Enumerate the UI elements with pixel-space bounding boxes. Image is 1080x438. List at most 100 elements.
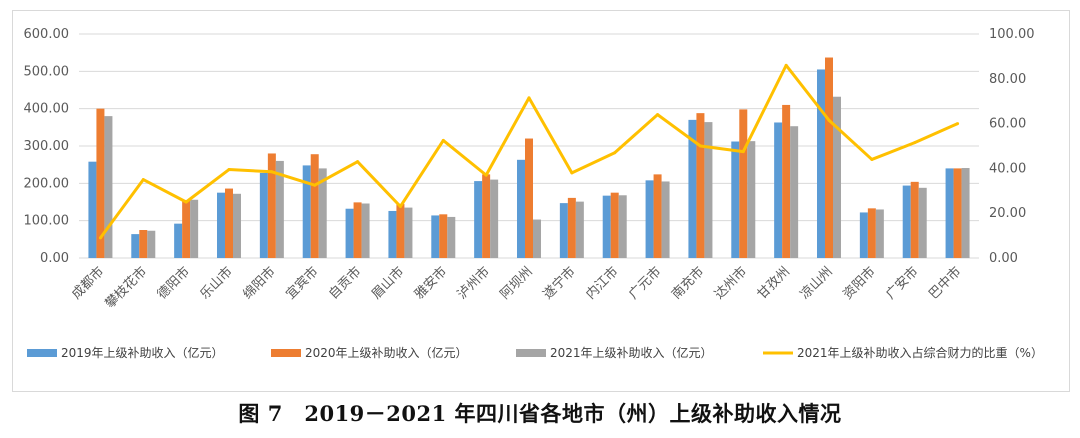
bar-2021 xyxy=(918,187,927,258)
bar-2019 xyxy=(431,215,440,258)
category-label: 宜宾市 xyxy=(283,264,322,303)
bar-2021 xyxy=(190,199,199,258)
bar-2021 xyxy=(361,203,370,258)
ratio-point xyxy=(98,236,102,240)
category-label: 乐山市 xyxy=(197,264,236,303)
bar-2020 xyxy=(953,168,962,258)
chart-frame: 0.00 100.00 200.00 300.00 400.00 500.00 600.00… xyxy=(12,10,1070,392)
ratio-point xyxy=(527,96,531,100)
category-label: 内江市 xyxy=(583,264,622,303)
category-label: 眉山市 xyxy=(368,264,407,303)
category-label: 自贡市 xyxy=(325,264,364,303)
bar-2019 xyxy=(559,203,568,258)
bar-2019 xyxy=(388,210,397,258)
bar-2021 xyxy=(318,168,327,258)
legend-swatch xyxy=(516,349,546,357)
bar-2020 xyxy=(610,192,619,258)
bar-2021 xyxy=(233,193,241,258)
legend-label: 2021年上级补助收入占综合财力的比重（%） xyxy=(797,345,1043,360)
bar-2019 xyxy=(88,161,97,258)
left-axis-tick-label: 500.00 xyxy=(24,64,70,79)
category-label: 甘孜州 xyxy=(755,264,793,302)
legend-swatch xyxy=(27,349,57,357)
bar-2020 xyxy=(910,181,919,258)
category-label: 广安市 xyxy=(883,264,922,303)
legend-label: 2020年上级补助收入（亿元） xyxy=(305,345,468,360)
bar-2021 xyxy=(618,195,627,258)
bar-2021 xyxy=(790,126,799,258)
bar-2020 xyxy=(696,113,705,258)
category-label: 阿坝州 xyxy=(498,264,536,302)
category-label: 攀枝花市 xyxy=(102,264,150,312)
category-label: 泸州市 xyxy=(454,264,493,303)
figure-caption: 图 7 2019－2021 年四川省各地市（州）上级补助收入情况 xyxy=(238,401,842,426)
bar-2020 xyxy=(825,57,833,258)
bar-2020 xyxy=(267,153,276,258)
right-axis-tick-label: 60.00 xyxy=(989,117,1026,132)
bar-2020 xyxy=(482,174,491,258)
left-axis-tick-label: 0.00 xyxy=(40,251,69,266)
bar-2019 xyxy=(217,192,225,258)
bar-2019 xyxy=(174,223,183,258)
bar-2021 xyxy=(875,209,884,258)
ratio-point xyxy=(956,122,960,126)
bar-2019 xyxy=(817,69,825,258)
bar-2020 xyxy=(225,188,233,258)
ratio-point xyxy=(227,168,231,172)
bar-2019 xyxy=(945,168,954,258)
category-label: 成都市 xyxy=(68,264,107,303)
bar-2019 xyxy=(645,180,654,258)
bar-2019 xyxy=(859,212,868,258)
bar-2019 xyxy=(688,119,697,258)
category-label: 雅安市 xyxy=(411,264,450,303)
legend-label: 2019年上级补助收入（亿元） xyxy=(61,345,224,360)
bar-2019 xyxy=(731,141,740,258)
ratio-point xyxy=(613,151,617,155)
bar-2019 xyxy=(474,181,483,258)
category-label: 广元市 xyxy=(625,264,664,303)
category-label: 南充市 xyxy=(668,264,707,303)
left-axis-tick-label: 200.00 xyxy=(24,176,70,191)
ratio-point xyxy=(656,113,660,117)
bar-2020 xyxy=(567,197,576,258)
ratio-point xyxy=(570,171,574,175)
ratio-point xyxy=(698,144,702,148)
bar-2021 xyxy=(661,181,670,258)
bar-2020 xyxy=(525,138,533,258)
bar-2019 xyxy=(302,165,311,258)
ratio-point xyxy=(870,157,874,161)
ratio-point xyxy=(827,118,831,122)
right-axis-tick-label: 80.00 xyxy=(989,72,1026,87)
bar-2020 xyxy=(182,200,191,258)
ratio-point xyxy=(913,141,917,145)
bar-2020 xyxy=(867,208,876,258)
bar-2020 xyxy=(653,174,662,258)
bar-2021 xyxy=(704,122,713,259)
ratio-point xyxy=(313,183,317,187)
left-axis-tick-label: 300.00 xyxy=(24,139,70,154)
bar-2021 xyxy=(961,168,970,258)
bar-2019 xyxy=(774,122,783,258)
category-label: 达州市 xyxy=(711,264,750,303)
bar-2021 xyxy=(490,179,499,258)
ratio-point xyxy=(741,150,745,154)
bar-2021 xyxy=(575,201,584,258)
bar-2020 xyxy=(782,104,791,258)
right-axis-tick-label: 20.00 xyxy=(989,206,1026,221)
ratio-point xyxy=(441,138,445,142)
bar-2020 xyxy=(396,203,405,258)
ratio-point xyxy=(184,200,188,204)
bar-2020 xyxy=(439,214,448,258)
bar-2019 xyxy=(131,234,140,258)
legend-label: 2021年上级补助收入（亿元） xyxy=(550,345,713,360)
bar-2019 xyxy=(259,172,268,258)
bar-2020 xyxy=(739,109,748,258)
category-label: 巴中市 xyxy=(925,264,964,303)
bar-2019 xyxy=(902,185,911,258)
bar-2020 xyxy=(139,230,148,258)
ratio-point xyxy=(270,170,274,174)
left-axis-tick-label: 100.00 xyxy=(24,214,70,229)
bar-2021 xyxy=(147,230,156,258)
category-label: 凉山州 xyxy=(798,264,836,302)
bar-2021 xyxy=(275,160,284,258)
